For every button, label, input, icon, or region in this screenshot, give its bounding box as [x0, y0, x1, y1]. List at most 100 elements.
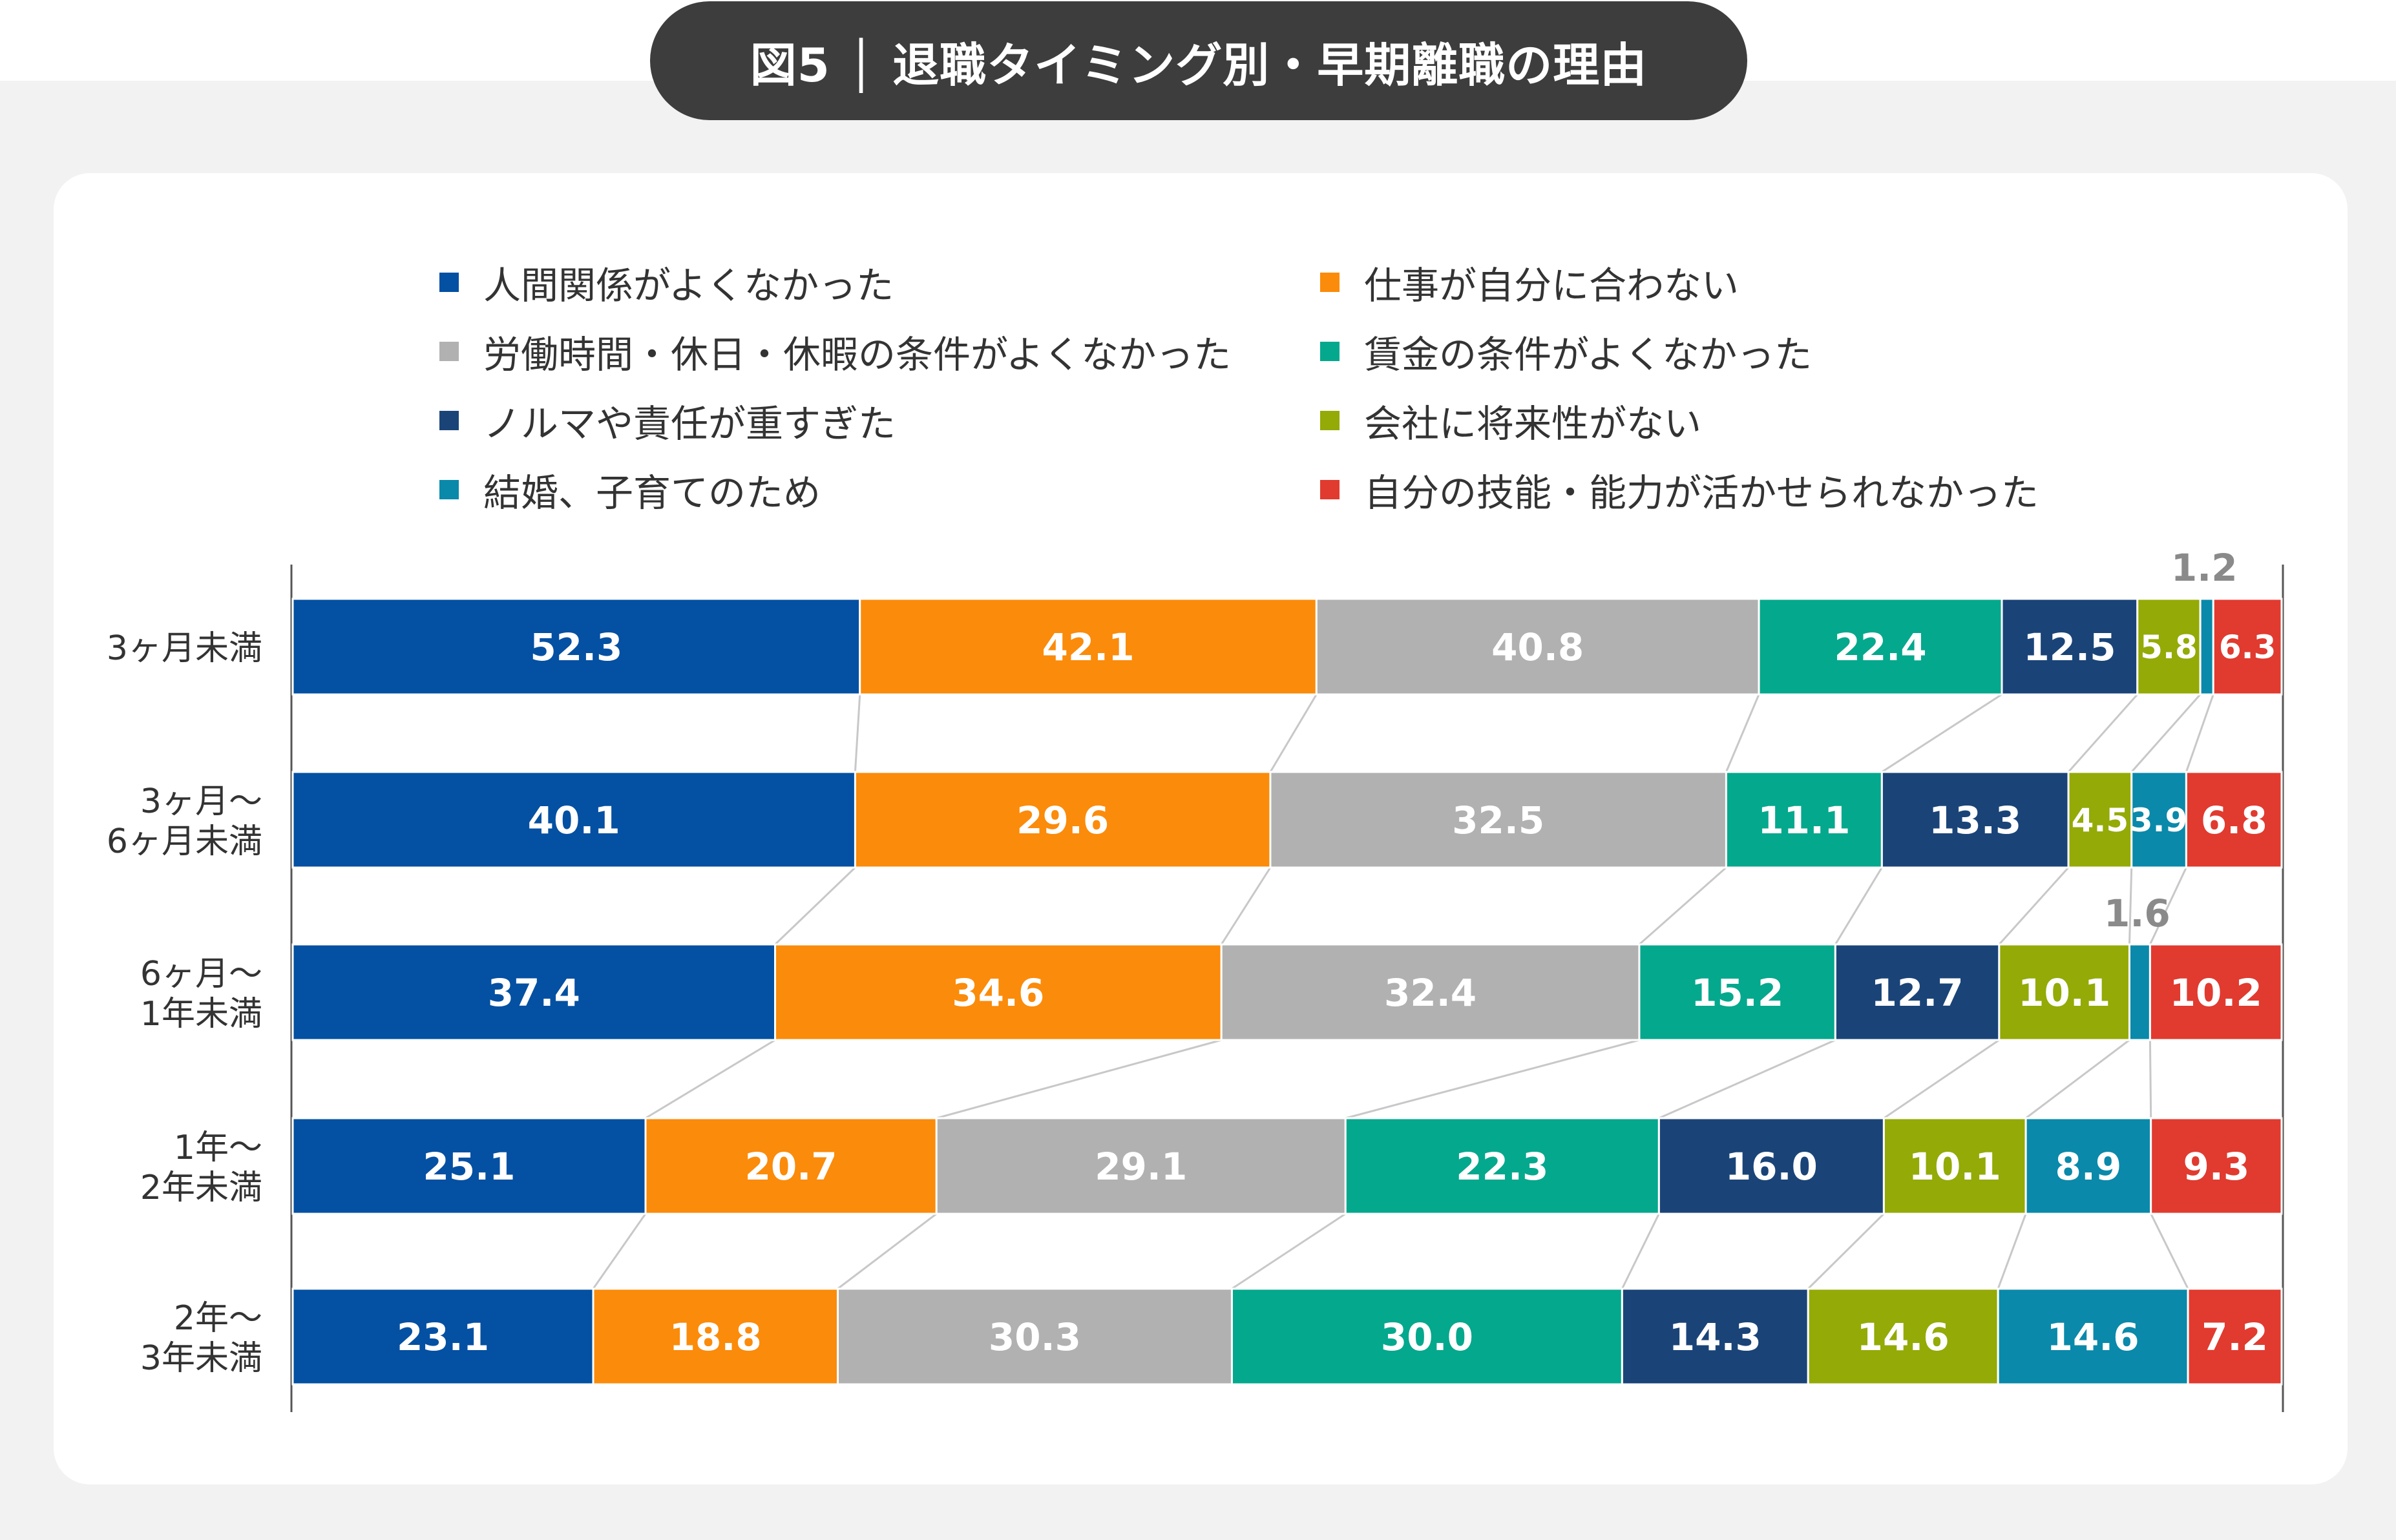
value-label: 40.1 — [528, 798, 620, 842]
value-label: 15.2 — [1691, 971, 1783, 1015]
bar-segment — [1725, 771, 1883, 869]
bar-segment — [1344, 1117, 1660, 1215]
bar-segment — [1220, 943, 1641, 1041]
connector-line — [854, 694, 861, 773]
category-label: 3ヶ月未満 — [107, 629, 262, 668]
value-label: 52.3 — [530, 625, 622, 669]
legend-swatch — [439, 342, 459, 361]
bar-segment — [1315, 598, 1760, 696]
connector-line — [2130, 694, 2202, 773]
category-label: 2年未満 — [140, 1169, 262, 1207]
legend-label: 会社に将来性がない — [1364, 402, 1702, 446]
legend-item: 仕事が自分に合わない — [1320, 253, 1739, 311]
connector-line — [1345, 1039, 1640, 1119]
bars — [291, 598, 2283, 1386]
value-label: 30.3 — [989, 1315, 1081, 1359]
legend-swatch — [439, 273, 459, 292]
bar-segment — [935, 1117, 1347, 1215]
value-label: 30.0 — [1381, 1315, 1473, 1359]
value-label: 32.5 — [1452, 798, 1544, 842]
bar-segment — [2001, 598, 2139, 696]
legend-swatch — [1320, 273, 1340, 292]
bar-segment — [1998, 943, 2130, 1041]
connector-line — [2128, 867, 2133, 945]
connector-line — [1834, 867, 1883, 945]
connector-line — [837, 1212, 938, 1290]
connector-line — [1621, 1213, 1660, 1289]
bar-segment — [2067, 771, 2133, 869]
value-label: 22.4 — [1834, 625, 1926, 669]
category-label: 6ヶ月～ — [140, 955, 262, 994]
legend-swatch — [1320, 480, 1340, 499]
chart-title: 図5 │ 退職タイミング別・早期離職の理由 — [750, 37, 1648, 92]
legend-item: ノルマや責任が重すぎた — [439, 391, 896, 450]
connector-line — [2150, 1213, 2189, 1289]
bar-segment — [291, 1287, 594, 1386]
bar-segment — [1882, 1117, 2027, 1215]
bar-segment — [2024, 1117, 2152, 1215]
connector-line — [2067, 694, 2138, 773]
bar-segment — [2199, 598, 2214, 696]
connector-line — [2025, 1039, 2130, 1119]
value-label: 10.1 — [2018, 971, 2110, 1015]
legend-label: 人間関係がよくなかった — [483, 264, 894, 307]
value-label: 18.8 — [669, 1315, 762, 1359]
legend-item: 自分の技能・能力が活かせられなかった — [1320, 461, 2039, 519]
legend-item: 賃金の条件がよくなかった — [1320, 322, 1812, 380]
legend-label: 結婚、子育てのため — [483, 471, 821, 515]
bar-segment — [2136, 598, 2202, 696]
chart-card: 人間関係がよくなかった 仕事が自分に合わない 労働時間・休日・休暇の条件がよくなかっ… — [54, 173, 2348, 1484]
value-label: 5.8 — [2140, 629, 2198, 666]
bar-segment — [1230, 1287, 1623, 1386]
bar-segment — [1807, 1287, 1999, 1386]
connector-line — [1883, 1039, 2000, 1119]
value-label: 25.1 — [423, 1145, 515, 1189]
bar-segment — [774, 943, 1223, 1041]
value-label: 11.1 — [1758, 798, 1850, 842]
connector-line — [774, 866, 856, 946]
category-label: 3年未満 — [140, 1339, 262, 1378]
bar-segment — [1880, 771, 2070, 869]
bar-segment — [2150, 1117, 2283, 1215]
connector-lines — [592, 693, 2214, 1290]
value-label: 7.2 — [2202, 1315, 2268, 1359]
stacked-bar-chart: 3ヶ月未満 3ヶ月～6ヶ月未満 6ヶ月～1年未満 1年～2年未満 2年～3年未満 52.3… — [107, 546, 2284, 1412]
connector-line — [2149, 867, 2187, 945]
value-label: 23.1 — [397, 1315, 489, 1359]
bar-segment — [836, 1287, 1233, 1386]
value-label: 34.6 — [952, 971, 1044, 1015]
bar-segment — [291, 771, 856, 869]
legend-label: 賃金の条件がよくなかった — [1364, 333, 1813, 377]
connector-line — [1638, 866, 1727, 946]
bar-segment — [859, 598, 1318, 696]
legend-swatch — [439, 411, 459, 430]
value-label: 13.3 — [1929, 798, 2021, 842]
connector-line — [645, 1039, 776, 1119]
value-label: 6.3 — [2219, 629, 2276, 666]
connector-line — [1269, 694, 1318, 773]
connector-line — [1998, 866, 2070, 946]
bar-segment — [1758, 598, 2003, 696]
value-label: 40.8 — [1491, 625, 1584, 669]
category-label: 1年～ — [174, 1129, 262, 1167]
bar-segment — [1621, 1287, 1809, 1386]
value-label: 10.2 — [2170, 971, 2262, 1015]
bar-segment — [644, 1117, 938, 1215]
bar-segment — [2212, 598, 2283, 696]
value-label: 14.6 — [1857, 1315, 1949, 1359]
value-label: 37.4 — [488, 971, 580, 1015]
value-label: 10.1 — [1909, 1145, 2001, 1189]
value-label: 6.8 — [2201, 798, 2267, 842]
bar-segment — [291, 598, 861, 696]
category-label: 3ヶ月～ — [140, 782, 262, 821]
value-label: 8.9 — [2055, 1145, 2122, 1189]
value-label: 1.6 — [2104, 891, 2170, 935]
value-label: 1.2 — [2171, 546, 2238, 590]
bar-segment — [1638, 943, 1836, 1041]
value-label: 29.6 — [1016, 798, 1109, 842]
bar-segment — [592, 1287, 839, 1386]
bar-segment — [1657, 1117, 1885, 1215]
value-label: 12.5 — [2023, 625, 2116, 669]
category-label: 1年未満 — [140, 995, 262, 1034]
legend-swatch — [1320, 411, 1340, 430]
